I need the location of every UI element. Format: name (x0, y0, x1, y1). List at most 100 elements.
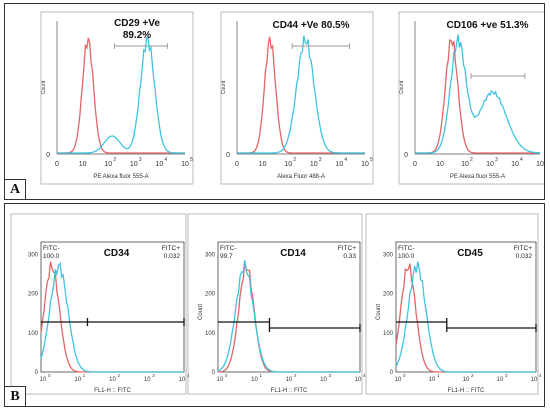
b3-x-tick-exp: 4 (539, 373, 542, 378)
a1-tick-exp: 3 (139, 157, 142, 163)
b2-y-tick: 300 (205, 252, 216, 258)
b3-neg-value: 100.0 (398, 253, 415, 260)
b1-control-curve (40, 261, 184, 373)
b1-x-tick-exp: 2 (118, 373, 121, 378)
a3-title: CD106 +ve 51.3% (446, 20, 528, 31)
a2-tick-label: 10 (310, 161, 318, 168)
b2-y-label: Count (198, 304, 204, 320)
b3-x-tick: 10 (463, 377, 470, 383)
b1-plot-box (40, 241, 185, 373)
b2-x-tick: 10 (286, 377, 293, 383)
b2-neg-label: FITC- (220, 245, 237, 252)
a3-tick-label: 10 (536, 161, 544, 168)
b1-x-tick-exp: 4 (187, 373, 190, 378)
panel-a: 0 10 10 2 10 3 10 4 10 5 0 Count PE Alexa fluor 555-… (4, 3, 545, 200)
a2-tick-exp: 2 (293, 157, 296, 163)
a1-control-curve (57, 37, 185, 154)
b1-pos-value: 0.032 (164, 253, 181, 260)
b1-x-tick-exp: 1 (83, 373, 86, 378)
b1-frame (10, 213, 187, 395)
a2-tick-label: 10 (361, 161, 369, 168)
a2-tick-exp: 3 (319, 157, 322, 163)
b2-x-tick: 10 (355, 377, 362, 383)
b2-neg-value: 99.7 (220, 253, 233, 260)
a2-title: CD44 +Ve 80.5% (273, 20, 350, 31)
a3-control-curve (415, 38, 540, 154)
b3-y-tick: 300 (383, 252, 394, 258)
a3-tick-exp: 3 (495, 157, 498, 163)
a2-y-zero: 0 (226, 152, 230, 159)
b2-x-tick: 10 (251, 377, 258, 383)
b2-pos-value: 0.33 (343, 253, 356, 260)
a1-tick-exp: 4 (164, 157, 167, 163)
b1-title: CD34 (104, 248, 130, 259)
b1-x-tick: 10 (74, 377, 81, 383)
b3-frame (365, 213, 539, 395)
b1-x-tick-exp: 0 (48, 373, 51, 378)
b3-x-tick-exp: 1 (437, 373, 440, 378)
panel-a-label: A (5, 179, 26, 199)
a1-tick-label: 10 (181, 161, 189, 168)
a3-tick-label: 0 (413, 161, 417, 168)
a1-tick-exp: 2 (113, 157, 116, 163)
b1-y-tick: 0 (35, 370, 39, 376)
b1-x-tick-exp: 3 (152, 373, 155, 378)
a1-percent: 89.2% (123, 30, 151, 41)
b3-x-label: FL1-H :: FITC (448, 388, 485, 394)
a3-x-label: PE Alexa fluor 555-A (450, 174, 505, 180)
b2-title: CD14 (280, 248, 306, 259)
a1-sample-curve (57, 35, 185, 154)
b3-x-tick-exp: 2 (471, 373, 474, 378)
b2-x-tick: 10 (320, 377, 327, 383)
a2-tick-label: 10 (284, 161, 292, 168)
b3-x-tick: 10 (429, 377, 436, 383)
b2-y-tick: 0 (212, 370, 216, 376)
a1-tick-label: 10 (156, 161, 164, 168)
a3-y-zero: 0 (404, 152, 408, 159)
b1-sample-curve (40, 261, 184, 373)
a1-tick-label: 10 (130, 161, 138, 168)
b3-sample-curve (395, 261, 536, 373)
b2-pos-label: FITC+ (338, 245, 356, 252)
a2-tick-exp: 5 (370, 157, 373, 163)
b3-y-label: Count (376, 304, 382, 320)
b1-x-tick: 10 (40, 377, 47, 383)
b1-x-label: FL1-H :: FITC (94, 388, 131, 394)
b2-y-tick: 100 (205, 331, 216, 337)
b3-control-curve (395, 263, 536, 373)
b3-x-tick: 10 (497, 377, 504, 383)
a3-tick-exp: 4 (520, 157, 523, 163)
b1-neg-label: FITC- (43, 245, 60, 252)
a1-tick-label: 10 (104, 161, 112, 168)
b2-x-tick-exp: 1 (260, 373, 263, 378)
a2-frame (220, 11, 374, 185)
b2-sample-curve (217, 260, 360, 373)
b3-y-tick: 100 (383, 331, 394, 337)
b3-x-tick: 10 (531, 377, 538, 383)
b1-y-tick: 200 (28, 292, 39, 298)
a1-title: CD29 +Ve (114, 18, 160, 29)
b1-x-tick: 10 (144, 377, 151, 383)
panel-b: 0 100 200 300 10 0 10 1 10 2 10 3 10 4 FL1-H :: FITC FI… (4, 203, 545, 407)
b3-title: CD45 (457, 248, 483, 259)
a1-frame (40, 11, 194, 185)
a2-tick-exp: 4 (344, 157, 347, 163)
a2-tick-label: 0 (235, 161, 239, 168)
a2-sample-curve (237, 35, 365, 154)
b2-x-tick-exp: 2 (294, 373, 297, 378)
b3-neg-label: FITC- (398, 245, 415, 252)
a3-frame (398, 11, 544, 185)
b2-x-label: FL1-H :: FITC (271, 388, 308, 394)
b1-neg-value: 100.0 (43, 253, 60, 260)
b3-y-tick: 0 (390, 370, 394, 376)
b2-x-tick-exp: 4 (363, 373, 366, 378)
b1-y-tick: 100 (28, 331, 39, 337)
b3-y-tick: 200 (383, 292, 394, 298)
